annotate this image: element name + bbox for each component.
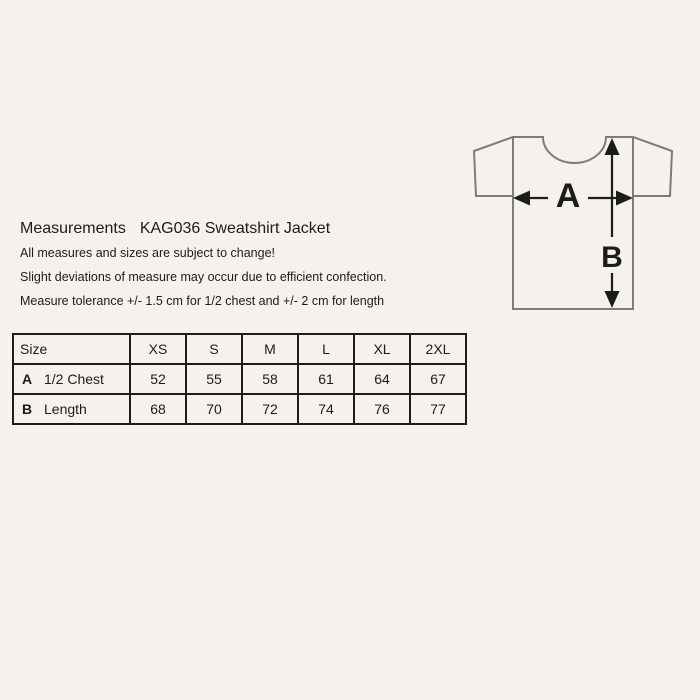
- table-row-half-chest: A 1/2 Chest 52 55 58 61 64 67: [12, 363, 467, 395]
- tshirt-outline-icon: [472, 136, 674, 310]
- tshirt-measurement-diagram: A B: [460, 120, 692, 320]
- size-table-header-2xl: 2XL: [409, 333, 467, 365]
- row-key-b: B: [22, 401, 33, 417]
- length-value-xs: 68: [129, 393, 187, 425]
- note-deviations: Slight deviations of measure may occur d…: [20, 270, 387, 284]
- length-value-2xl: 77: [409, 393, 467, 425]
- size-table-header-size: Size: [12, 333, 131, 365]
- size-table-header-s: S: [185, 333, 243, 365]
- chest-value-xs: 52: [129, 363, 187, 395]
- length-value-xl: 76: [353, 393, 411, 425]
- row-label-half-chest: A 1/2 Chest: [12, 363, 131, 395]
- size-table-header-xl: XL: [353, 333, 411, 365]
- length-value-s: 70: [185, 393, 243, 425]
- chest-value-m: 58: [241, 363, 299, 395]
- size-table-header-row: Size XS S M L XL 2XL: [12, 333, 467, 365]
- chest-value-s: 55: [185, 363, 243, 395]
- tshirt-right-sleeve-icon: [632, 136, 674, 197]
- row-label-text: 1/2 Chest: [44, 371, 104, 387]
- length-value-l: 74: [297, 393, 355, 425]
- chest-value-2xl: 67: [409, 363, 467, 395]
- chest-value-l: 61: [297, 363, 355, 395]
- page-title: Measurements KAG036 Sweatshirt Jacket: [20, 220, 330, 238]
- note-subject-to-change: All measures and sizes are subject to ch…: [20, 246, 275, 260]
- table-row-length: B Length 68 70 72 74 76 77: [12, 393, 467, 425]
- size-table-header-m: M: [241, 333, 299, 365]
- tshirt-body-icon: [512, 136, 634, 310]
- title-measurements: Measurements: [20, 220, 126, 237]
- tshirt-diagram-icon: A B: [472, 136, 674, 310]
- length-value-m: 72: [241, 393, 299, 425]
- tshirt-left-sleeve-icon: [472, 136, 514, 197]
- note-tolerance: Measure tolerance +/- 1.5 cm for 1/2 che…: [20, 294, 385, 308]
- chest-value-xl: 64: [353, 363, 411, 395]
- row-key-a: A: [22, 371, 33, 387]
- length-arrow-icon: [604, 138, 620, 308]
- size-table-header-l: L: [297, 333, 355, 365]
- size-table-header-xs: XS: [129, 333, 187, 365]
- length-arrow-label: B: [601, 241, 623, 274]
- row-label-text: Length: [44, 401, 87, 417]
- title-product-name: KAG036 Sweatshirt Jacket: [139, 220, 331, 237]
- chest-width-arrow-icon: [513, 190, 633, 206]
- row-label-length: B Length: [12, 393, 131, 425]
- size-table: Size XS S M L XL 2XL A 1/2 Chest 52 55 58…: [12, 333, 467, 425]
- chest-arrow-label: A: [556, 177, 581, 215]
